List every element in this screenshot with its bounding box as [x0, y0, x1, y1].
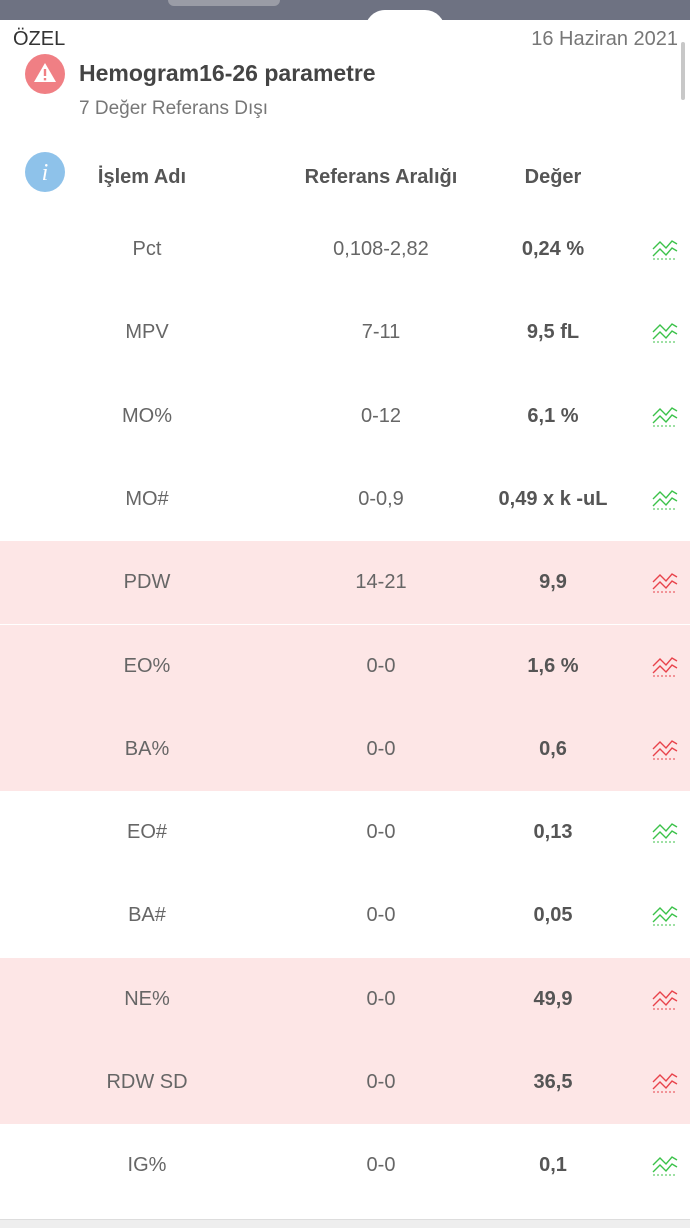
test-name: MO#	[125, 487, 169, 510]
trend-icon[interactable]	[651, 320, 679, 344]
date: 16 Haziran 2021	[531, 28, 678, 50]
test-name: BA%	[124, 737, 170, 760]
reference-range: 0-0	[366, 904, 396, 927]
table-row[interactable]: BA% 0-0 0,6	[0, 707, 690, 792]
reference-range: 0-0	[366, 821, 396, 844]
test-name: BA#	[128, 904, 166, 927]
column-header: Referans Aralığı	[304, 166, 458, 188]
table-row[interactable]: MO# 0-0,9 0,49 x k -uL	[0, 458, 690, 541]
trend-icon[interactable]	[651, 1153, 679, 1177]
trend-icon[interactable]	[651, 237, 679, 261]
svg-text:i: i	[42, 160, 49, 186]
trend-icon[interactable]	[651, 487, 679, 511]
status-bar	[0, 0, 690, 30]
scrollbar	[681, 42, 685, 100]
reference-range: 0-0	[366, 654, 396, 677]
table-row[interactable]: EO% 0-0 1,6 %	[0, 624, 690, 708]
trend-icon[interactable]	[651, 404, 679, 428]
table-row[interactable]: MPV 7-11 9,5 fL	[0, 291, 690, 374]
reference-range: 0-12	[360, 404, 402, 427]
trend-icon[interactable]	[651, 903, 679, 927]
test-value: 0,24 %	[521, 238, 585, 260]
reference-range: 0-0	[366, 1154, 396, 1177]
left-label: ÖZEL	[13, 28, 66, 50]
bottom-bar	[0, 1219, 690, 1228]
table-row[interactable]: PDW 14-21 9,9	[0, 541, 690, 625]
column-header: İşlem Adı	[97, 166, 187, 188]
test-name: EO#	[126, 821, 168, 844]
test-value: 36,5	[533, 1071, 573, 1093]
test-name: RDW SD	[106, 1071, 188, 1093]
handle	[168, 0, 280, 6]
table-row[interactable]: RDW SD 0-0 36,5	[0, 1041, 690, 1125]
trend-icon[interactable]	[651, 737, 679, 761]
trend-icon[interactable]	[651, 1070, 679, 1094]
subtitle: 7 Değer Referans Dışı	[79, 98, 269, 119]
column-header: Değer	[524, 166, 582, 188]
test-value: 0,13	[533, 821, 573, 844]
test-name: EO%	[123, 654, 171, 677]
reference-range: 0-0	[366, 737, 396, 760]
test-name: MO%	[122, 404, 172, 427]
test-name: Pct	[132, 238, 162, 260]
table-row[interactable]: BA# 0-0 0,05	[0, 874, 690, 957]
test-value: 49,9	[533, 987, 573, 1010]
test-value: 6,1 %	[527, 404, 579, 427]
table-row[interactable]: NE% 0-0 49,9	[0, 957, 690, 1041]
reference-range: 0-0	[366, 1071, 396, 1093]
reference-range: 0-0	[366, 987, 396, 1010]
info-icon[interactable]: i	[25, 152, 65, 192]
test-value: 1,6 %	[527, 654, 579, 677]
test-value: 9,9	[539, 571, 567, 594]
test-name: MPV	[125, 321, 169, 344]
test-value: 9,5 fL	[526, 321, 580, 344]
table-row[interactable]: MO% 0-12 6,1 %	[0, 375, 690, 458]
reference-range: 14-21	[355, 571, 407, 594]
table-row[interactable]: IG% 0-0 0,1	[0, 1124, 690, 1207]
test-value: 0,05	[533, 904, 573, 927]
table-row[interactable]: Pct 0,108-2,82 0,24 %	[0, 208, 690, 291]
warning-icon	[25, 54, 65, 94]
trend-icon[interactable]	[651, 570, 679, 594]
reference-range: 0-0,9	[358, 487, 404, 510]
table-row[interactable]: EO# 0-0 0,13	[0, 791, 690, 874]
trend-icon[interactable]	[651, 820, 679, 844]
test-value: 0,49 x k -uL	[498, 487, 608, 510]
test-value: 0,6	[539, 737, 567, 760]
test-value: 0,1	[539, 1154, 567, 1177]
trend-icon[interactable]	[651, 654, 679, 678]
test-name: NE%	[124, 987, 170, 1010]
title: Hemogram16-26 parametre	[79, 60, 376, 86]
reference-range: 7-11	[361, 321, 401, 344]
reference-range: 0,108-2,82	[333, 238, 429, 260]
trend-icon[interactable]	[651, 987, 679, 1011]
test-name: PDW	[123, 571, 171, 594]
test-name: IG%	[127, 1154, 167, 1177]
